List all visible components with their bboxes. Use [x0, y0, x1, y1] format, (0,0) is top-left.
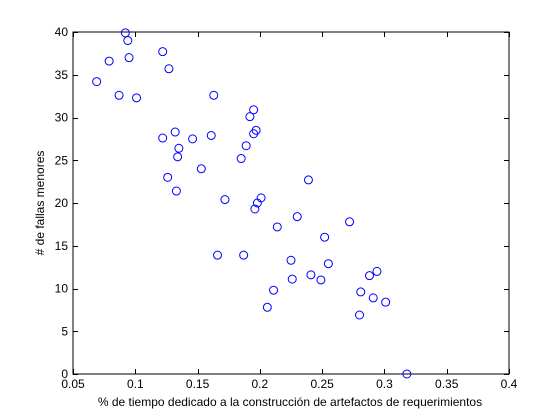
x-tick-label: 0.2 — [252, 377, 269, 391]
data-point — [158, 47, 168, 57]
data-point — [124, 53, 134, 63]
x-tick-label: 0.35 — [435, 377, 459, 391]
data-point — [241, 141, 251, 151]
data-point — [355, 310, 365, 320]
data-point — [292, 212, 302, 222]
data-point — [236, 154, 246, 164]
data-point — [323, 259, 333, 269]
data-point — [316, 275, 326, 285]
data-point — [104, 56, 114, 66]
plot-frame — [72, 31, 510, 375]
y-axis-label: # de fallas menores — [33, 151, 47, 256]
y-tick-label: 10 — [55, 282, 69, 296]
data-point — [92, 77, 102, 87]
data-point — [158, 133, 168, 143]
data-point — [170, 127, 180, 137]
data-point — [174, 143, 184, 153]
x-tick-label: 0.15 — [186, 377, 210, 391]
y-tick-label: 0 — [61, 367, 68, 381]
data-points — [92, 28, 412, 379]
data-point — [245, 112, 255, 122]
data-point — [132, 93, 142, 103]
data-point — [163, 172, 173, 182]
x-axis-label: % de tiempo dedicado a la construcción d… — [98, 395, 482, 409]
data-point — [256, 193, 266, 203]
y-tick-label: 15 — [55, 239, 69, 253]
y-tick-label: 35 — [55, 68, 69, 82]
data-point — [262, 302, 272, 312]
data-point — [196, 164, 206, 174]
data-point — [272, 222, 282, 232]
data-point — [114, 90, 124, 100]
data-point — [269, 285, 279, 295]
data-point — [320, 232, 330, 242]
data-point — [206, 130, 216, 140]
data-point — [213, 250, 223, 260]
data-point — [220, 195, 230, 205]
x-tick-label: 0.25 — [310, 377, 334, 391]
data-point — [164, 64, 174, 74]
data-point — [286, 255, 296, 265]
y-tick-label: 40 — [55, 25, 69, 39]
y-tick-label: 5 — [61, 324, 68, 338]
data-point — [123, 36, 133, 46]
y-axis-ticks: 0 5 10 15 20 25 30 35 40 — [55, 25, 509, 381]
data-point — [364, 271, 374, 281]
data-point — [402, 369, 412, 379]
x-tick-label: 0.1 — [127, 377, 144, 391]
x-axis-ticks: 0.05 0.1 0.15 0.2 0.25 0.3 0.35 0.4 — [61, 32, 518, 391]
data-point — [209, 90, 219, 100]
data-point — [251, 125, 261, 135]
data-point — [345, 217, 355, 227]
data-point — [303, 175, 313, 185]
data-point — [239, 250, 249, 260]
x-tick-label: 0.3 — [376, 377, 393, 391]
data-point — [306, 270, 316, 280]
y-tick-label: 30 — [55, 111, 69, 125]
data-point — [171, 186, 181, 196]
x-tick-label: 0.4 — [501, 377, 518, 391]
plot-area — [72, 31, 510, 375]
data-point — [287, 274, 297, 284]
data-point — [372, 266, 382, 276]
y-tick-label: 25 — [55, 153, 69, 167]
data-point — [188, 134, 198, 144]
data-point — [368, 293, 378, 303]
data-point — [250, 204, 260, 214]
data-point — [173, 152, 183, 162]
data-point — [381, 297, 391, 307]
data-point — [356, 287, 366, 297]
data-point — [249, 105, 259, 115]
x-tick-label: 0.05 — [61, 377, 85, 391]
y-tick-label: 20 — [55, 196, 69, 210]
